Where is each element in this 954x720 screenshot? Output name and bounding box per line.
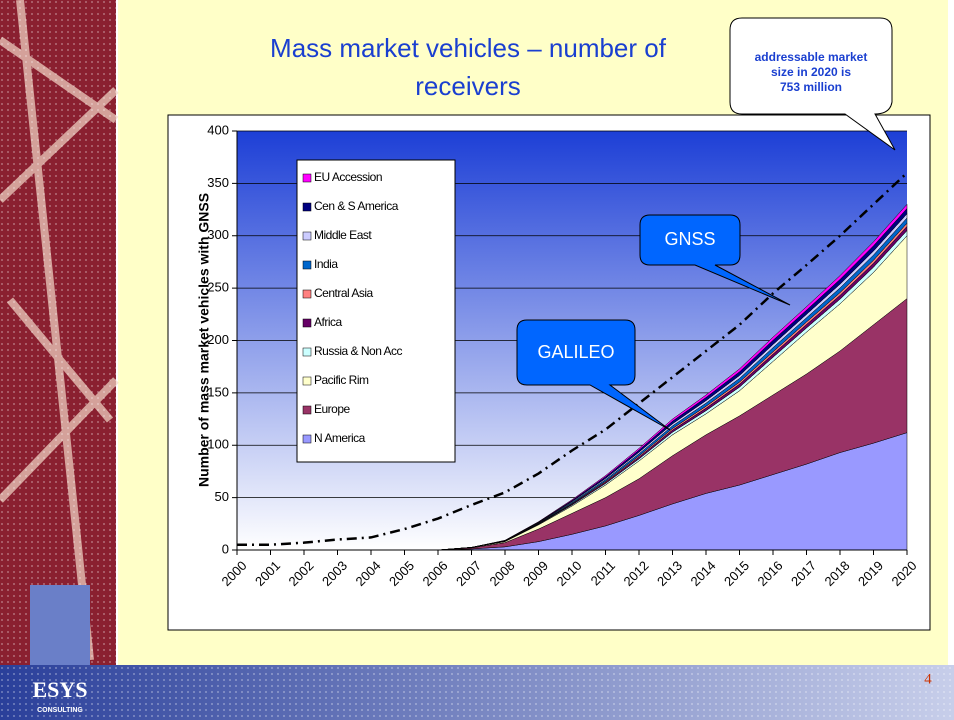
y-axis-label: Number of mass market vehicles with GNSS	[196, 193, 212, 487]
legend-label: Middle East	[314, 228, 372, 242]
legend-label: Africa	[314, 315, 343, 329]
page-number: 4	[924, 671, 932, 687]
side-art-texture	[0, 0, 116, 665]
legend-swatch	[303, 319, 311, 327]
y-tick-label: 350	[207, 175, 229, 190]
legend-label: India	[314, 257, 338, 271]
galileo-label: GALILEO	[537, 342, 614, 362]
legend-label: Central Asia	[314, 286, 374, 300]
legend-swatch	[303, 203, 311, 211]
y-tick-label: 400	[207, 122, 229, 137]
legend-label: N America	[314, 431, 366, 445]
market-label: size in 2020 is	[771, 65, 851, 79]
legend-label: EU Accession	[314, 170, 382, 184]
y-tick-label: 50	[215, 489, 229, 504]
slide-title: Mass market vehicles – number of	[270, 33, 667, 63]
legend-label: Europe	[314, 402, 351, 416]
market-label: 753 million	[780, 80, 842, 94]
logo: ESYS	[32, 677, 87, 702]
legend-label: Pacific Rim	[314, 373, 369, 387]
y-tick-label: 0	[222, 541, 229, 556]
legend-swatch	[303, 348, 311, 356]
legend-swatch	[303, 261, 311, 269]
legend-swatch	[303, 377, 311, 385]
legend-swatch	[303, 290, 311, 298]
legend-swatch	[303, 435, 311, 443]
logo-sub: CONSULTING	[37, 707, 83, 714]
legend-label: Russia & Non Acc	[314, 344, 403, 358]
market-label: addressable market	[755, 50, 868, 64]
legend-swatch	[303, 406, 311, 414]
gnss-label: GNSS	[664, 229, 715, 249]
legend-swatch	[303, 232, 311, 240]
slide-title: receivers	[415, 71, 520, 101]
footer-texture	[0, 665, 954, 720]
legend-swatch	[303, 174, 311, 182]
logo-art	[30, 585, 90, 665]
legend-label: Cen & S America	[314, 199, 399, 213]
slide: ESYS CONSULTING 4 Mass market vehicles –…	[0, 0, 954, 720]
